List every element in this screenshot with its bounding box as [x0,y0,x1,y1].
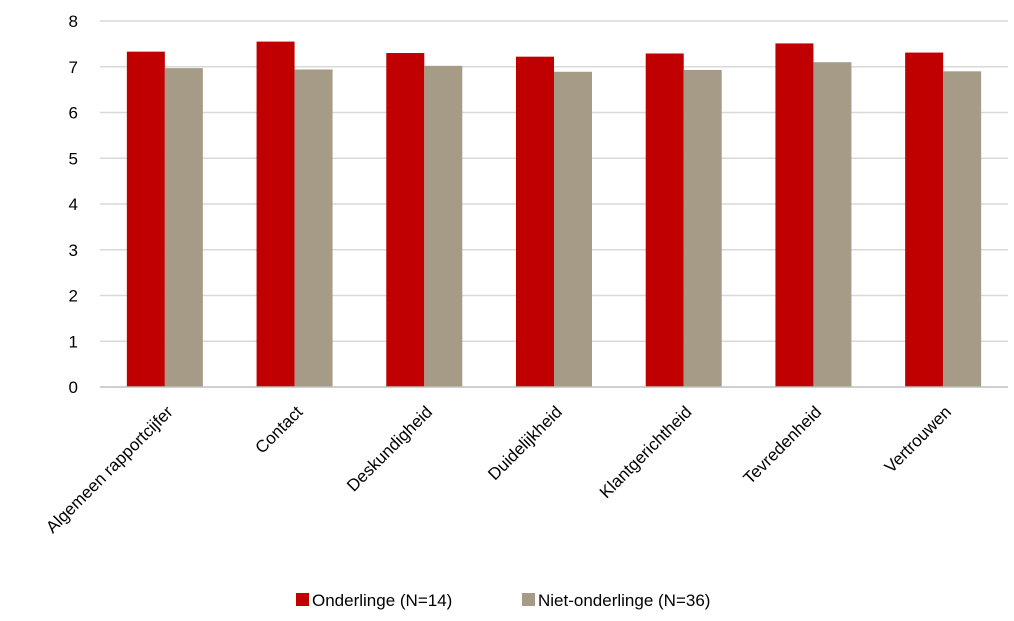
y-tick-label: 4 [69,195,78,214]
legend-label: Niet-onderlinge (N=36) [538,591,710,610]
bar-onderlinge [386,53,425,388]
bar-onderlinge [256,41,295,388]
bar-niet-onderlinge [164,68,203,387]
bar-niet-onderlinge [424,65,463,388]
y-tick-label: 7 [69,58,78,77]
bar-niet-onderlinge [813,62,852,388]
legend-swatch [296,593,309,606]
y-tick-label: 3 [69,241,78,260]
x-category-label: Deskundigheid [343,402,436,495]
bar-niet-onderlinge [943,71,982,387]
y-tick-label: 2 [69,287,78,306]
bar-onderlinge [905,52,944,387]
y-axis-tick-labels: 0 1 2 3 4 5 6 7 8 [69,12,78,397]
x-category-label: Tevredenheid [740,402,826,488]
y-tick-label: 0 [69,378,78,397]
bar-onderlinge [516,56,554,388]
x-category-label: Vertrouwen [881,402,955,476]
x-category-label: Klantgerichtheid [596,402,696,502]
bar-niet-onderlinge [294,69,333,388]
bar-niet-onderlinge [683,69,722,387]
y-tick-label: 1 [69,332,78,351]
y-tick-label: 6 [69,104,78,123]
legend-swatch [522,593,535,606]
y-tick-label: 5 [69,149,78,168]
bar-onderlinge [126,51,165,388]
bar-onderlinge [775,43,814,387]
x-category-label: Duidelijkheid [484,402,566,484]
x-category-label: Algemeen rapportcijfer [42,402,177,537]
bar-niet-onderlinge [554,71,592,387]
y-tick-label: 8 [69,12,78,31]
x-category-label: Contact [252,402,307,457]
bars [126,41,982,388]
legend-label: Onderlinge (N=14) [312,591,452,610]
bar-onderlinge [645,53,684,388]
legend: Onderlinge (N=14) Niet-onderlinge (N=36) [296,591,710,610]
x-axis-category-labels: Algemeen rapportcijfer Contact Deskundighe… [42,402,955,537]
